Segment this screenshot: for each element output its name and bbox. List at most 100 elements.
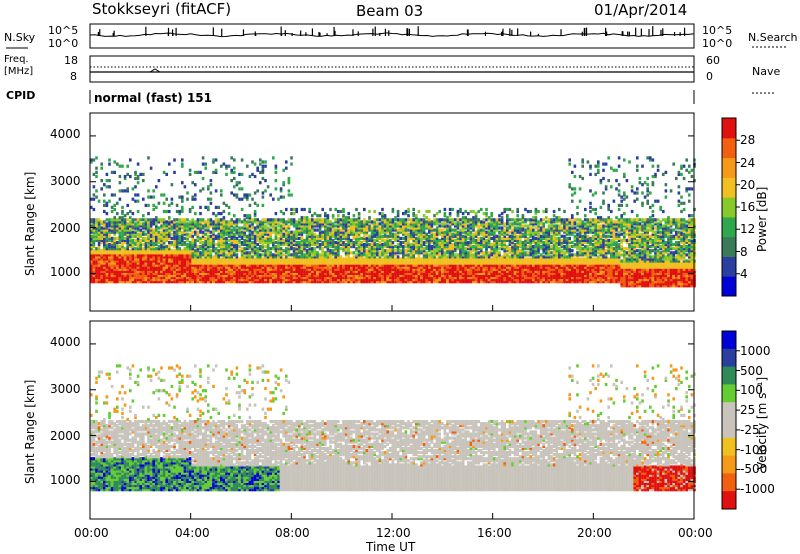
power-cell xyxy=(110,269,114,273)
power-cell xyxy=(311,230,314,234)
power-cell xyxy=(498,218,501,222)
power-cell xyxy=(487,216,491,220)
power-cell xyxy=(147,251,150,255)
power-cell xyxy=(274,166,278,170)
power-cell xyxy=(207,230,210,234)
power-cell xyxy=(194,238,197,242)
power-cell xyxy=(256,234,259,238)
nsky-panel xyxy=(89,23,695,49)
power-cell xyxy=(248,253,252,257)
power-cell xyxy=(287,232,291,236)
power-cell xyxy=(95,228,98,232)
power-cell xyxy=(233,232,236,236)
power-cell xyxy=(311,249,314,253)
power-cell xyxy=(469,209,473,214)
power-cell xyxy=(285,267,288,271)
power-cell xyxy=(149,236,153,240)
power-cell xyxy=(246,273,249,278)
power-cell xyxy=(251,236,254,240)
power-cell xyxy=(116,265,119,269)
power-cell xyxy=(474,230,478,234)
power-cell xyxy=(97,275,101,280)
power-cell xyxy=(142,226,145,230)
power-cell xyxy=(313,275,317,280)
power-cell xyxy=(412,207,415,212)
power-cell xyxy=(90,267,93,271)
power-cell xyxy=(334,218,337,222)
power-cell xyxy=(113,232,116,236)
power-cell xyxy=(121,234,124,238)
power-cell xyxy=(139,247,142,251)
power-cell xyxy=(233,267,236,271)
power-cell xyxy=(313,280,317,284)
power-cell xyxy=(181,273,184,278)
power-cell xyxy=(181,207,184,212)
power-cell xyxy=(129,249,132,253)
power-cell xyxy=(368,216,371,220)
power-cell xyxy=(103,263,106,267)
power-cell xyxy=(318,236,322,240)
power-cell xyxy=(139,240,142,245)
power-cell xyxy=(298,267,301,271)
power-cell xyxy=(311,224,314,228)
power-cell xyxy=(186,263,189,267)
power-cell xyxy=(95,174,98,179)
power-cell xyxy=(246,271,249,275)
power-cell xyxy=(97,257,101,261)
power-cell xyxy=(95,271,98,275)
power-cell xyxy=(389,238,392,242)
power-cell xyxy=(282,271,285,275)
power-cell xyxy=(235,224,239,228)
power-cell xyxy=(433,214,436,218)
power-cell xyxy=(269,228,272,232)
power-cell xyxy=(259,253,262,257)
power-cell xyxy=(290,207,293,212)
power-cell xyxy=(240,257,244,261)
power-cell xyxy=(318,214,322,218)
power-cell xyxy=(97,251,101,255)
power-cell xyxy=(378,251,382,255)
power-cell xyxy=(326,226,330,230)
power-cell xyxy=(243,218,246,222)
power-cell xyxy=(321,273,324,278)
power-cell xyxy=(342,257,345,261)
power-cell xyxy=(204,275,207,280)
power-cell xyxy=(456,218,460,222)
power-cell xyxy=(222,271,226,275)
power-cell xyxy=(240,226,244,230)
power-cell xyxy=(199,245,202,249)
power-cell xyxy=(435,257,439,261)
power-cell xyxy=(113,222,116,226)
power-cell xyxy=(196,230,200,234)
power-cell xyxy=(287,224,291,228)
power-cell xyxy=(95,222,98,226)
power-cell xyxy=(240,234,244,238)
power-cell xyxy=(318,273,322,278)
power-cell xyxy=(295,265,298,269)
power-cell xyxy=(253,245,257,249)
power-cell xyxy=(188,247,192,251)
power-cell xyxy=(266,226,270,230)
power-cell xyxy=(129,228,132,232)
power-cell xyxy=(121,242,124,247)
power-cell xyxy=(451,242,454,247)
power-cell xyxy=(155,253,158,257)
power-cell xyxy=(272,224,275,228)
power-cell xyxy=(160,220,163,224)
power-cell xyxy=(173,265,176,269)
power-cell xyxy=(477,224,480,228)
power-cell xyxy=(118,267,122,271)
power-cell xyxy=(277,259,280,263)
power-cell xyxy=(386,249,389,253)
power-cell xyxy=(225,166,228,170)
power-cell xyxy=(311,269,314,273)
power-cell xyxy=(157,249,161,253)
power-cell xyxy=(225,242,228,247)
power-cell xyxy=(196,273,200,278)
power-cell xyxy=(116,226,119,230)
power-cell xyxy=(129,261,132,265)
power-cell xyxy=(248,236,252,240)
power-cell xyxy=(233,193,236,197)
power-cell xyxy=(220,242,223,247)
power-cell xyxy=(155,275,158,280)
